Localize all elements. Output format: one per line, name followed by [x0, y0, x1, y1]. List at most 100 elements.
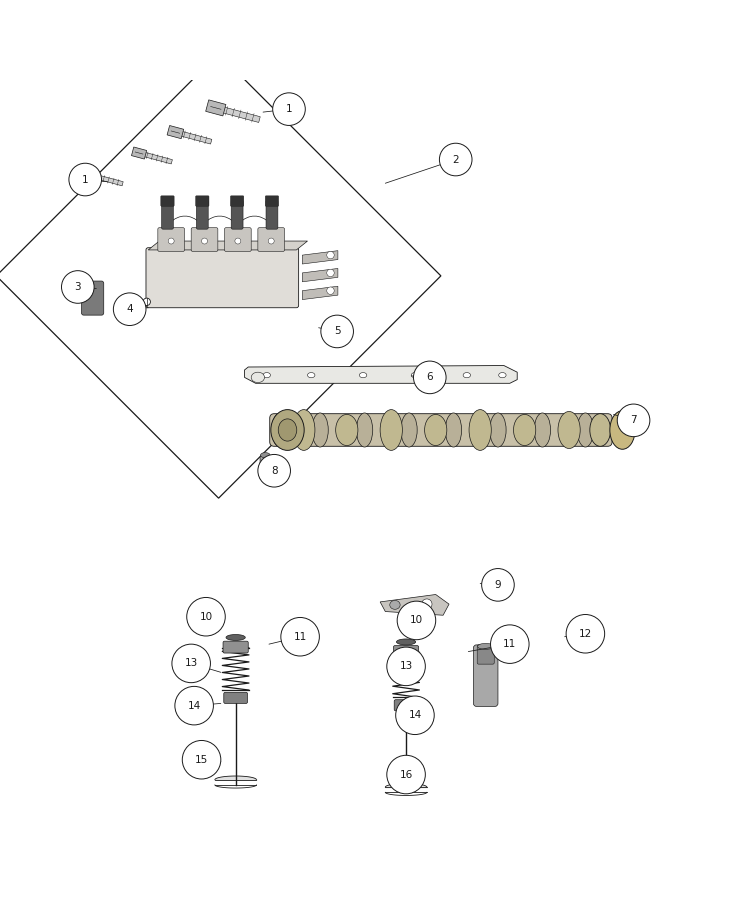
Ellipse shape — [263, 373, 270, 378]
Ellipse shape — [356, 413, 373, 447]
Ellipse shape — [499, 373, 506, 378]
Text: 6: 6 — [427, 373, 433, 382]
Circle shape — [268, 238, 274, 244]
Circle shape — [413, 361, 446, 393]
Ellipse shape — [610, 410, 635, 449]
FancyBboxPatch shape — [196, 196, 209, 206]
Circle shape — [175, 687, 213, 725]
Text: 16: 16 — [399, 770, 413, 779]
Circle shape — [281, 617, 319, 656]
Circle shape — [397, 601, 436, 640]
Circle shape — [258, 454, 290, 487]
Ellipse shape — [312, 413, 328, 447]
Circle shape — [491, 625, 529, 663]
FancyBboxPatch shape — [191, 228, 218, 251]
Text: 10: 10 — [199, 612, 213, 622]
Ellipse shape — [514, 414, 536, 446]
Polygon shape — [76, 287, 84, 296]
FancyBboxPatch shape — [225, 228, 251, 251]
Polygon shape — [302, 286, 338, 300]
Circle shape — [187, 598, 225, 636]
Text: 8: 8 — [271, 465, 277, 476]
Circle shape — [387, 647, 425, 686]
FancyBboxPatch shape — [394, 699, 418, 711]
Text: 13: 13 — [185, 659, 198, 669]
Polygon shape — [380, 595, 449, 616]
Circle shape — [482, 569, 514, 601]
Circle shape — [396, 696, 434, 734]
FancyBboxPatch shape — [473, 645, 498, 706]
Circle shape — [168, 238, 174, 244]
Text: 9: 9 — [495, 580, 501, 590]
Ellipse shape — [577, 413, 594, 447]
Ellipse shape — [619, 430, 626, 442]
Ellipse shape — [445, 413, 462, 447]
FancyBboxPatch shape — [158, 228, 185, 251]
Circle shape — [62, 271, 94, 303]
Circle shape — [327, 269, 334, 276]
Circle shape — [566, 615, 605, 653]
Ellipse shape — [463, 373, 471, 378]
FancyBboxPatch shape — [162, 201, 173, 230]
Circle shape — [143, 298, 150, 305]
FancyBboxPatch shape — [146, 248, 299, 308]
Circle shape — [439, 143, 472, 176]
Ellipse shape — [477, 644, 494, 649]
Circle shape — [182, 741, 221, 779]
FancyBboxPatch shape — [196, 201, 208, 230]
Text: 1: 1 — [286, 104, 292, 114]
Circle shape — [617, 404, 650, 436]
Circle shape — [422, 598, 432, 609]
Text: 3: 3 — [75, 282, 81, 292]
Polygon shape — [179, 130, 212, 144]
Ellipse shape — [534, 413, 551, 447]
Ellipse shape — [623, 428, 631, 440]
FancyBboxPatch shape — [265, 196, 279, 206]
Ellipse shape — [625, 424, 632, 436]
FancyBboxPatch shape — [161, 196, 174, 206]
FancyBboxPatch shape — [230, 196, 244, 206]
Text: 14: 14 — [408, 710, 422, 720]
Polygon shape — [219, 106, 260, 122]
Polygon shape — [167, 125, 184, 139]
Circle shape — [235, 238, 241, 244]
FancyBboxPatch shape — [231, 201, 243, 230]
Polygon shape — [131, 147, 147, 159]
Ellipse shape — [490, 413, 506, 447]
FancyBboxPatch shape — [477, 645, 494, 664]
Text: 15: 15 — [195, 755, 208, 765]
Ellipse shape — [590, 414, 611, 446]
Ellipse shape — [613, 424, 620, 436]
Ellipse shape — [469, 410, 491, 450]
Ellipse shape — [226, 634, 245, 641]
Ellipse shape — [558, 411, 580, 448]
Circle shape — [202, 238, 207, 244]
Text: 13: 13 — [399, 662, 413, 671]
Text: 2: 2 — [453, 155, 459, 165]
Polygon shape — [245, 365, 517, 383]
Ellipse shape — [336, 414, 358, 446]
Ellipse shape — [614, 420, 622, 432]
FancyBboxPatch shape — [224, 692, 247, 704]
Ellipse shape — [380, 410, 402, 450]
Ellipse shape — [260, 453, 270, 458]
Ellipse shape — [425, 414, 447, 446]
Ellipse shape — [390, 600, 400, 609]
Text: 5: 5 — [334, 327, 340, 337]
FancyBboxPatch shape — [393, 645, 419, 658]
Circle shape — [113, 292, 146, 326]
Text: 4: 4 — [127, 304, 133, 314]
FancyBboxPatch shape — [260, 456, 270, 480]
Ellipse shape — [619, 418, 626, 430]
Ellipse shape — [251, 373, 265, 382]
Ellipse shape — [293, 410, 315, 450]
Ellipse shape — [308, 373, 315, 378]
Polygon shape — [94, 174, 123, 185]
Circle shape — [327, 251, 334, 259]
Ellipse shape — [411, 373, 419, 378]
Text: 12: 12 — [579, 629, 592, 639]
Polygon shape — [302, 251, 338, 264]
Text: 11: 11 — [293, 632, 307, 642]
Ellipse shape — [623, 420, 631, 432]
FancyBboxPatch shape — [270, 414, 612, 446]
